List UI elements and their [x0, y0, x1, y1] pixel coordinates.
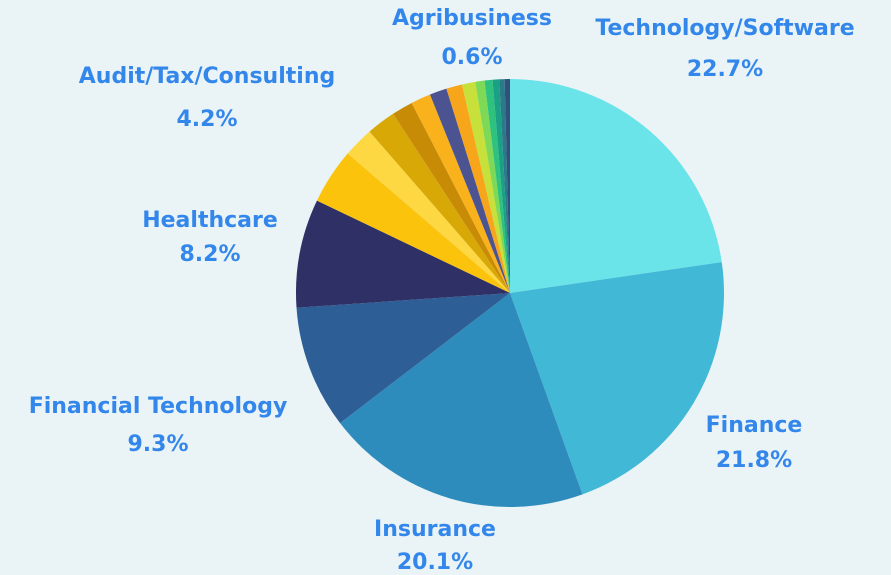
pie-slice: [340, 293, 583, 507]
slice-label: Insurance: [374, 517, 496, 542]
pie-slice: [504, 79, 510, 293]
pie-slice: [462, 81, 510, 293]
pie-slice: [411, 94, 510, 293]
pie-slice: [446, 84, 510, 293]
pie-slice: [484, 79, 510, 293]
slice-value-label: 0.6%: [441, 45, 502, 70]
pie-slice: [429, 88, 510, 293]
slice-value-label: 20.1%: [397, 550, 473, 575]
slice-label: Agribusiness: [392, 6, 552, 31]
slice-value-label: 8.2%: [179, 242, 240, 267]
slice-value-label: 4.2%: [176, 107, 237, 132]
pie-slice: [296, 200, 510, 308]
slice-label: Healthcare: [142, 208, 278, 233]
slice-label: Finance: [706, 413, 803, 438]
pie-slice: [492, 79, 510, 293]
pie-slice: [510, 79, 722, 293]
slice-label: Financial Technology: [29, 394, 288, 419]
slice-value-label: 9.3%: [127, 432, 188, 457]
pie-slice: [393, 102, 510, 293]
pie-slice: [316, 153, 510, 293]
pie-slice: [510, 262, 724, 495]
slice-label: Audit/Tax/Consulting: [79, 64, 335, 89]
slice-value-label: 21.8%: [716, 448, 792, 473]
slice-value-label: 22.7%: [687, 57, 763, 82]
pie-slice: [369, 113, 510, 293]
pie-slice: [475, 80, 510, 293]
pie-slice: [296, 293, 510, 424]
slice-label: Technology/Software: [595, 16, 854, 41]
pie-slice: [347, 131, 510, 293]
pie-slice: [499, 79, 510, 293]
